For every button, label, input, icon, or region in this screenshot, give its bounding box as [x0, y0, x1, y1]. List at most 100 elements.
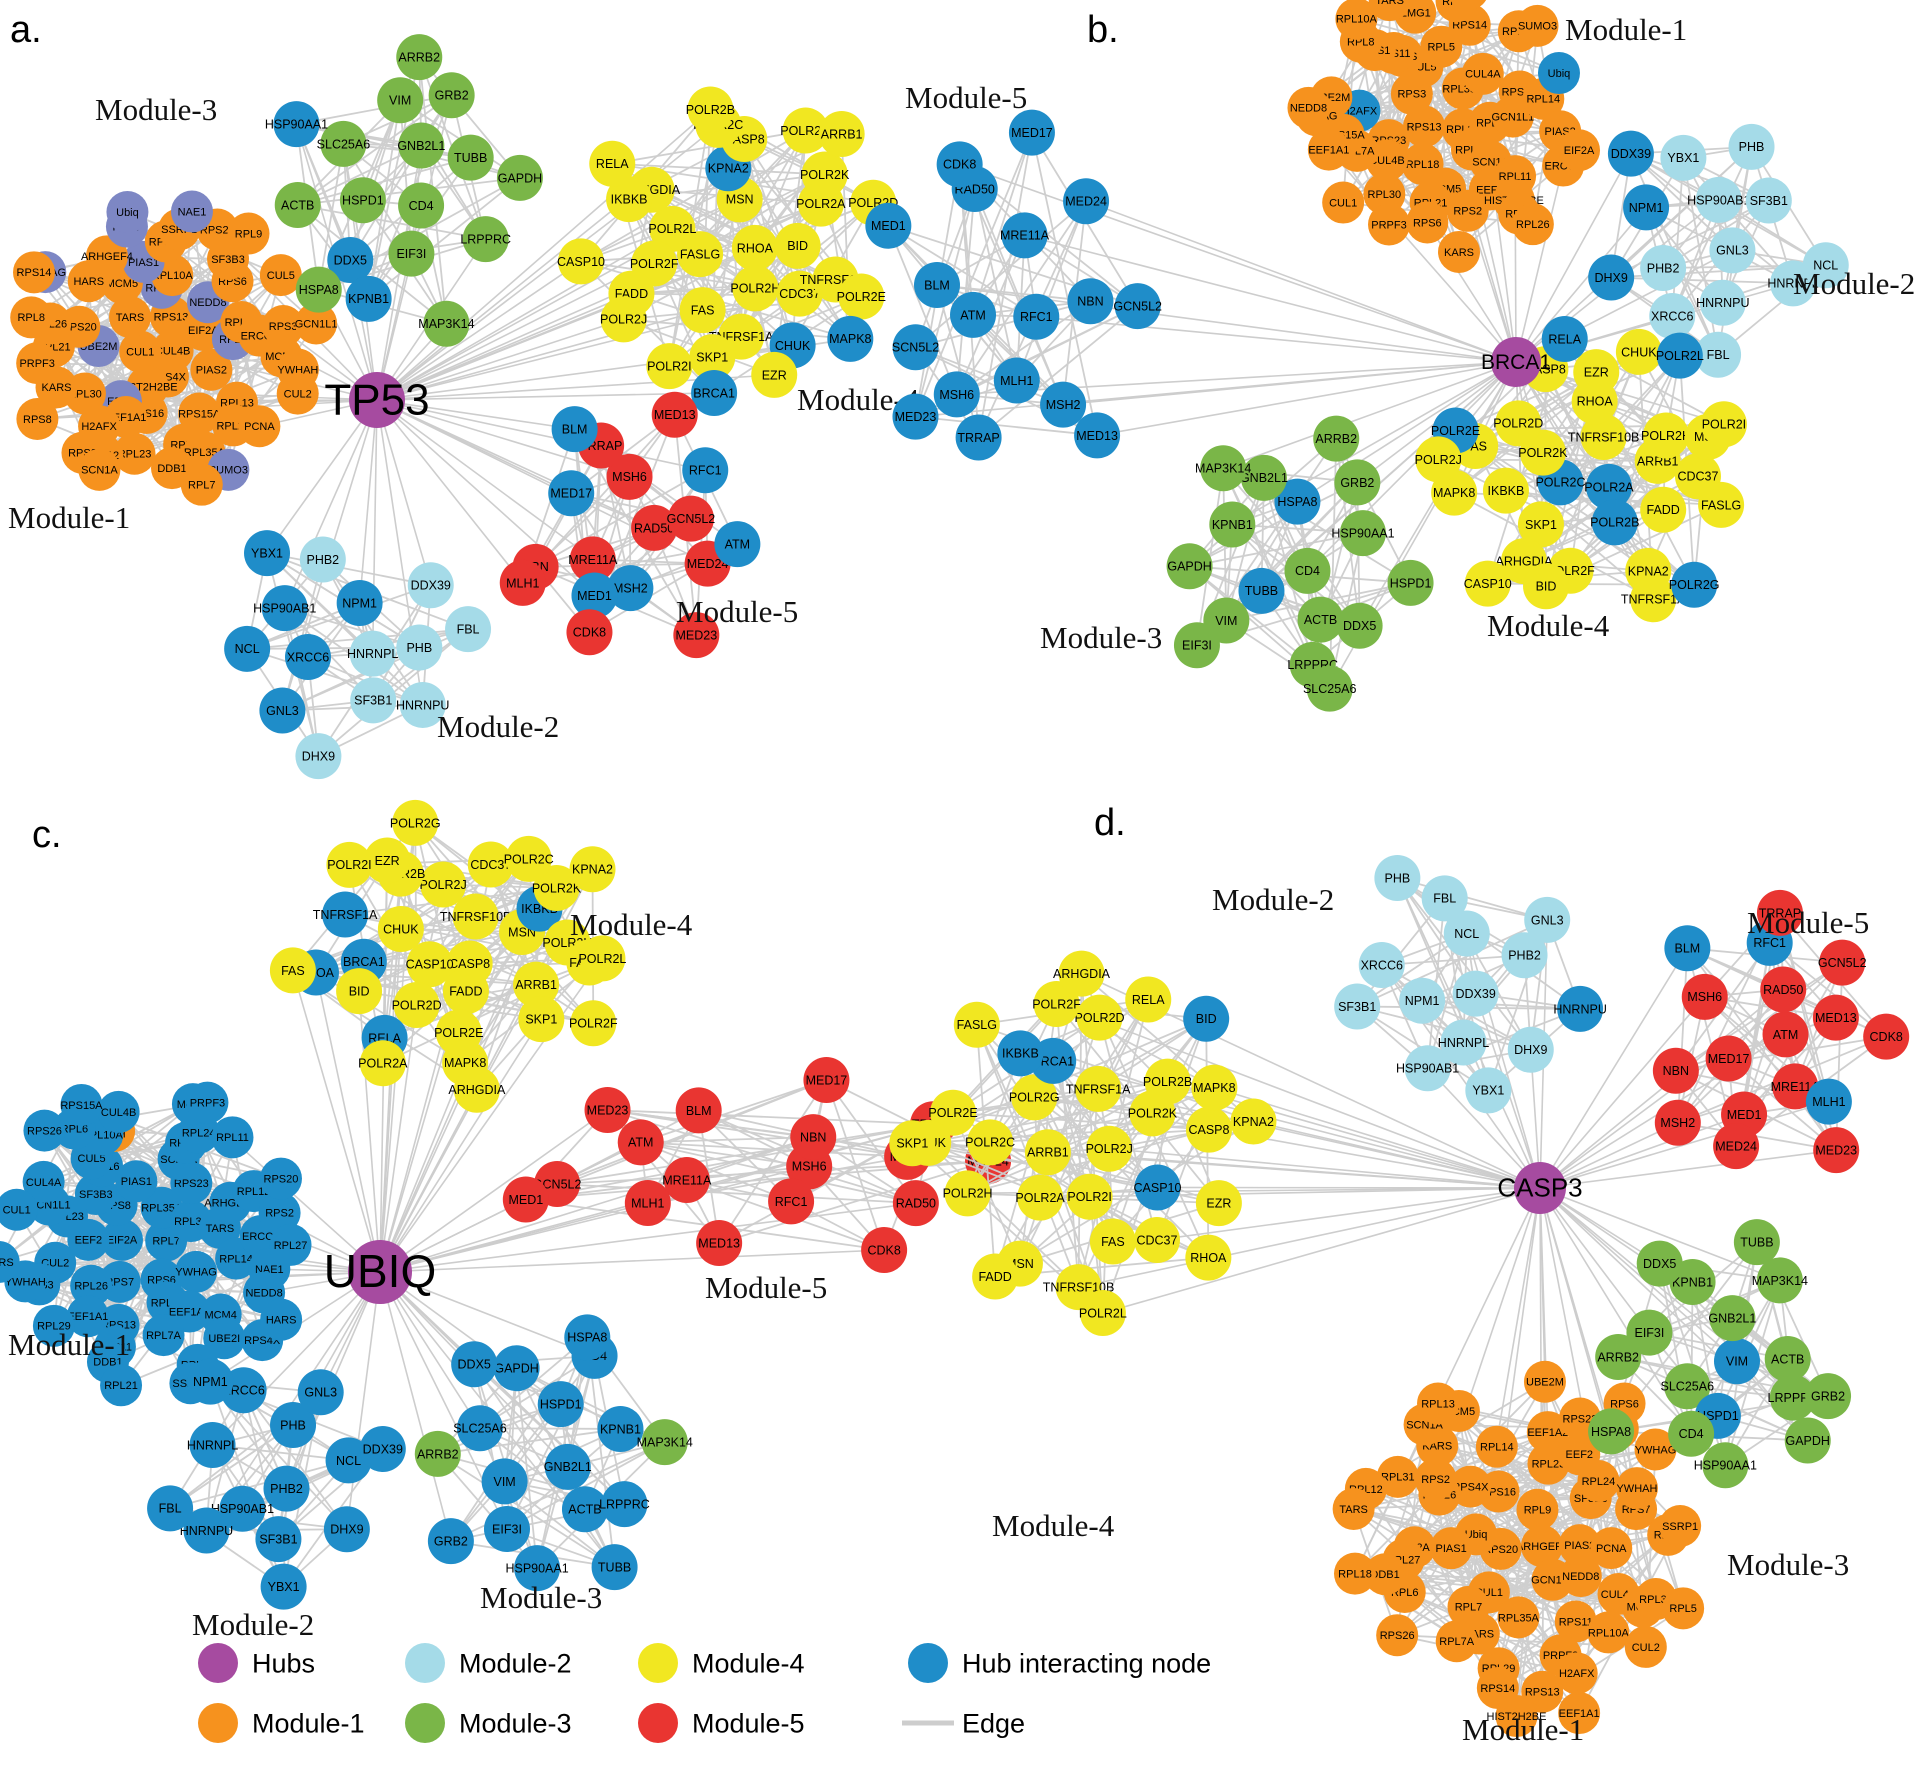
node-label: POLR2D	[392, 998, 442, 1012]
node-POLR2A	[1585, 463, 1632, 510]
node-RPS14	[12, 251, 55, 294]
node-ARHGEF4	[1520, 1525, 1563, 1568]
legend-swatch-module-3	[405, 1703, 445, 1743]
node-MLH1	[993, 357, 1040, 404]
node-label: DDB1	[157, 463, 186, 475]
node-label: SLC25A6	[1303, 682, 1357, 696]
node-MAP3K14	[423, 300, 470, 347]
node-label: ARHGEF4	[1516, 1541, 1568, 1553]
node-label: HSPA8	[1591, 1425, 1631, 1439]
node-label: RELA	[596, 157, 629, 171]
node-label: PHB	[1739, 140, 1765, 154]
node-label: FBL	[1707, 348, 1730, 362]
legend-label: Hub interacting node	[962, 1648, 1211, 1678]
node-label: CHUK	[383, 922, 419, 936]
node-HSPA8	[295, 266, 342, 313]
node-IKBKB	[997, 1030, 1044, 1077]
nodes-layer: CUL4BCUL1RPS13RPS4XTARSEIF2AHIST2H2BERPL…	[10, 34, 898, 780]
node-label: NEDD8	[1290, 103, 1327, 115]
panel-letter: d.	[1094, 802, 1126, 844]
legend-label: Module-3	[459, 1708, 572, 1738]
node-label: RPL7A	[1439, 1636, 1475, 1648]
node-label: EIF2A	[107, 1235, 138, 1247]
node-label: BID	[1196, 1012, 1217, 1026]
node-ACTB	[1764, 1336, 1811, 1383]
node-HSP90AA1	[1339, 510, 1386, 557]
node-label: ACTB	[281, 198, 314, 212]
node-label: MED13	[1815, 1011, 1857, 1025]
node-label: NPM1	[1405, 994, 1440, 1008]
node-EZR	[751, 351, 798, 398]
node-label: NEDD8	[245, 1287, 282, 1299]
node-label: EIF3I	[492, 1522, 522, 1536]
node-label: KARS	[42, 382, 72, 394]
node-PRPF3	[1368, 203, 1411, 246]
node-BLM	[914, 261, 961, 308]
node-label: RPL9	[1524, 1505, 1552, 1517]
node-label: HSPA8	[567, 1331, 607, 1345]
node-MED24	[1063, 178, 1110, 225]
node-label: POLR2L	[1656, 349, 1704, 363]
node-label: RFC1	[689, 464, 722, 478]
node-label: FAS	[1101, 1235, 1125, 1249]
node-SKP1	[889, 1120, 936, 1167]
node-label: PIAS1	[1436, 1543, 1467, 1555]
node-EEF1A2	[1526, 1411, 1569, 1454]
node-label: EIF3I	[396, 247, 426, 261]
node-label: GCN5L2	[1113, 300, 1162, 314]
node-label: MED17	[1011, 126, 1053, 140]
node-label: MED23	[895, 410, 937, 424]
node-GCN5L2	[1114, 283, 1161, 330]
node-CASP10	[406, 941, 453, 988]
node-label: EEF1A2	[1527, 1427, 1568, 1439]
node-label: RFC1	[1753, 936, 1786, 950]
node-label: FAS	[281, 964, 305, 978]
panel-d: ARHGEF4RPS20RPL9GCN1L1UbiqPIAS2CUL1RPS16…	[889, 802, 1910, 1747]
node-label: GRB2	[435, 89, 469, 103]
node-label: ATM	[1773, 1028, 1798, 1042]
node-KARS	[0, 1240, 20, 1283]
node-PHB2	[263, 1465, 310, 1512]
node-ARRB1	[513, 961, 560, 1008]
node-PRPF3	[16, 342, 59, 385]
node-RPS8	[16, 397, 59, 440]
node-label: RHOA	[1577, 395, 1614, 409]
node-label: YWHAH	[1616, 1483, 1657, 1495]
node-MED13	[1074, 412, 1121, 459]
node-label: NCL	[1454, 927, 1479, 941]
node-NBN	[790, 1114, 837, 1161]
node-label: DHX9	[330, 1523, 363, 1537]
node-label: MRE11A	[662, 1173, 712, 1187]
node-SF3B1	[350, 677, 397, 724]
node-label: POLR2H	[1641, 429, 1691, 443]
node-RPL26	[70, 1264, 113, 1307]
node-label: EEF1A2	[169, 1306, 210, 1318]
node-label: MAP3K14	[637, 1435, 693, 1449]
node-label: LRPPRC	[599, 1498, 650, 1512]
node-label: RPS2	[265, 1208, 294, 1220]
node-label: RFC1	[1020, 310, 1053, 324]
node-RPL10A	[1335, 0, 1378, 40]
node-HSP90AB1	[1404, 1045, 1451, 1092]
node-label: KPNA2	[572, 863, 613, 877]
node-label: POLR2A	[358, 1057, 408, 1071]
node-label: PHB	[1385, 871, 1411, 885]
node-FBL	[1695, 331, 1742, 378]
node-RPL14	[1475, 1425, 1518, 1468]
node-HSPD1	[1387, 559, 1434, 606]
module-caption-module-5: Module-5	[905, 80, 1027, 115]
node-label: RPL10A	[1336, 14, 1378, 26]
node-GCN5L2	[667, 495, 714, 542]
node-label: POLR2L	[1079, 1306, 1127, 1320]
node-HSP90AA1	[514, 1545, 561, 1592]
node-label: NCL	[336, 1454, 361, 1468]
node-label: RPL29	[37, 1321, 71, 1333]
node-GNL3	[1524, 896, 1571, 943]
node-label: SLC25A6	[453, 1422, 507, 1436]
node-label: NCL	[235, 642, 260, 656]
node-label: FBL	[1433, 892, 1456, 906]
node-POLR2J	[1086, 1125, 1133, 1172]
node-label: RPS2	[1453, 206, 1482, 218]
